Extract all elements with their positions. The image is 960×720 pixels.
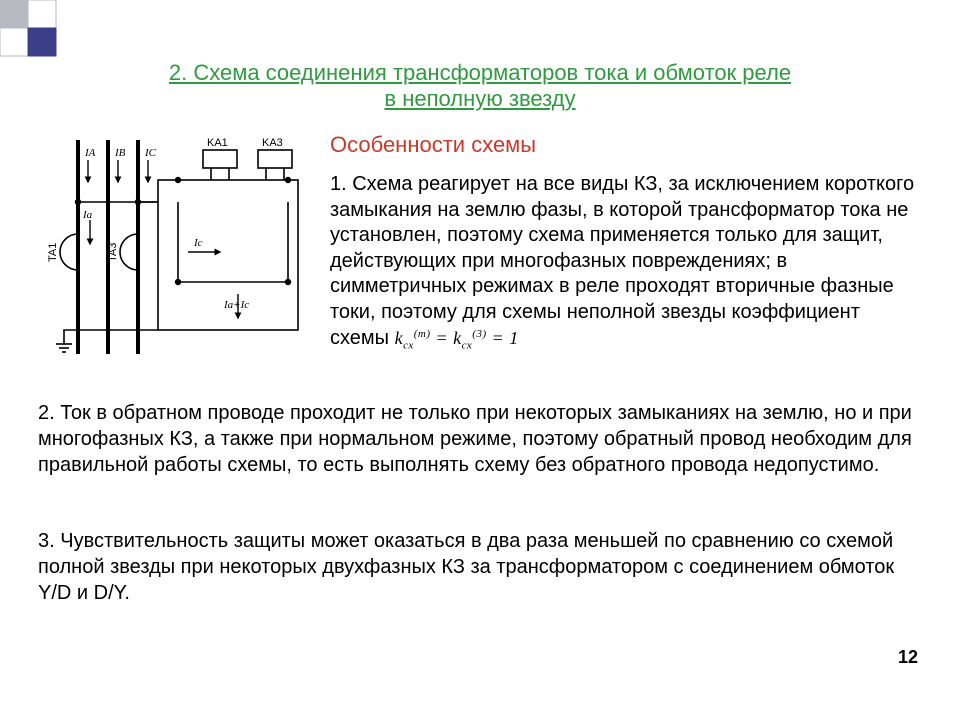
slide-title: 2. Схема соединения трансформаторов тока… [0,60,960,112]
svg-text:IC: IC [144,147,157,159]
svg-text:TA1: TA1 [47,243,59,262]
corner-decoration [0,0,60,65]
svg-text:Ia: Ia [82,209,93,221]
title-line-1: 2. Схема соединения трансформаторов тока… [0,60,960,86]
feature-1: 1. Схема реагирует на все виды КЗ, за ис… [330,172,918,352]
svg-text:KA1: KA1 [207,137,228,149]
features-heading: Особенности схемы [330,132,536,158]
svg-text:Ia+Ic: Ia+Ic [223,299,249,311]
circuit-diagram: IA IB IC TA1 TA3 KA1 KA3 Ic Ia Ia+Ic [38,132,318,362]
title-line-2: в неполную звезду [0,86,960,112]
feature-3: 3. Чувствительность защиты может оказать… [38,528,918,606]
coefficient-formula: kсх(m) = kсх(3) = 1 [395,328,519,348]
svg-text:IB: IB [114,147,126,159]
svg-text:Ic: Ic [193,237,203,249]
svg-text:TA3: TA3 [107,243,119,262]
feature-2: 2. Ток в обратном проводе проходит не то… [38,400,918,478]
page-number: 12 [898,647,918,668]
svg-text:IA: IA [84,147,96,159]
feature-1-text: 1. Схема реагирует на все виды КЗ, за ис… [330,173,914,349]
svg-text:KA3: KA3 [262,137,283,149]
